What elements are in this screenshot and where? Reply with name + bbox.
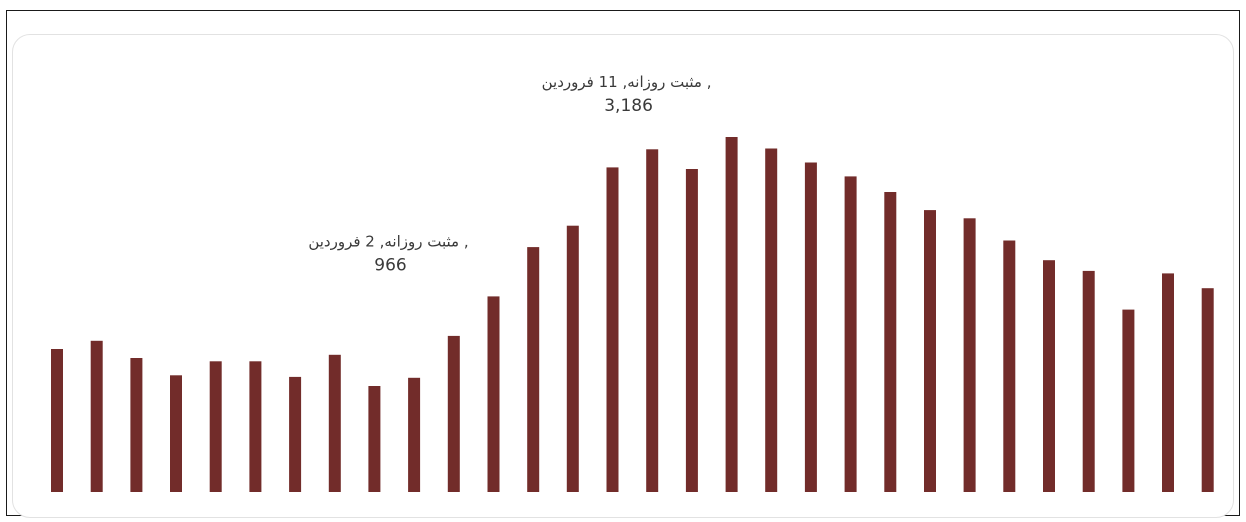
bar bbox=[963, 218, 976, 493]
bar bbox=[924, 210, 936, 492]
bar bbox=[844, 176, 857, 492]
bar bbox=[249, 361, 262, 492]
annotations: مثبت روزانه, 2 فروردین , 966 مثبت روزانه, … bbox=[308, 73, 711, 275]
bar bbox=[1043, 260, 1055, 492]
bar bbox=[765, 148, 778, 492]
annotation-value: 3,186 bbox=[604, 96, 653, 116]
bar-series bbox=[51, 137, 1214, 493]
bar bbox=[90, 340, 103, 492]
bar bbox=[487, 296, 500, 492]
bar bbox=[606, 167, 619, 492]
bar bbox=[646, 149, 659, 493]
bar bbox=[1082, 270, 1095, 492]
bar bbox=[328, 354, 341, 492]
bar bbox=[685, 169, 698, 492]
bar bbox=[130, 358, 143, 492]
bar bbox=[170, 375, 182, 492]
annotation-value: 966 bbox=[374, 255, 406, 275]
annotation-label: مثبت روزانه, 2 فروردین , bbox=[308, 232, 468, 250]
bar bbox=[209, 361, 222, 492]
bar bbox=[408, 377, 421, 492]
bar bbox=[289, 376, 302, 492]
bar bbox=[804, 162, 817, 492]
bar bbox=[368, 386, 381, 492]
bar bbox=[1162, 273, 1174, 492]
bar bbox=[527, 247, 540, 492]
bar bbox=[1201, 288, 1214, 492]
bar bbox=[1122, 309, 1135, 492]
bar bbox=[884, 192, 897, 492]
bar bbox=[725, 137, 738, 492]
bar bbox=[566, 225, 579, 492]
bar bbox=[1003, 240, 1016, 492]
annotation-label: مثبت روزانه, 11 فروردین , bbox=[542, 73, 712, 91]
bar bbox=[447, 335, 460, 492]
bar bbox=[51, 349, 63, 492]
